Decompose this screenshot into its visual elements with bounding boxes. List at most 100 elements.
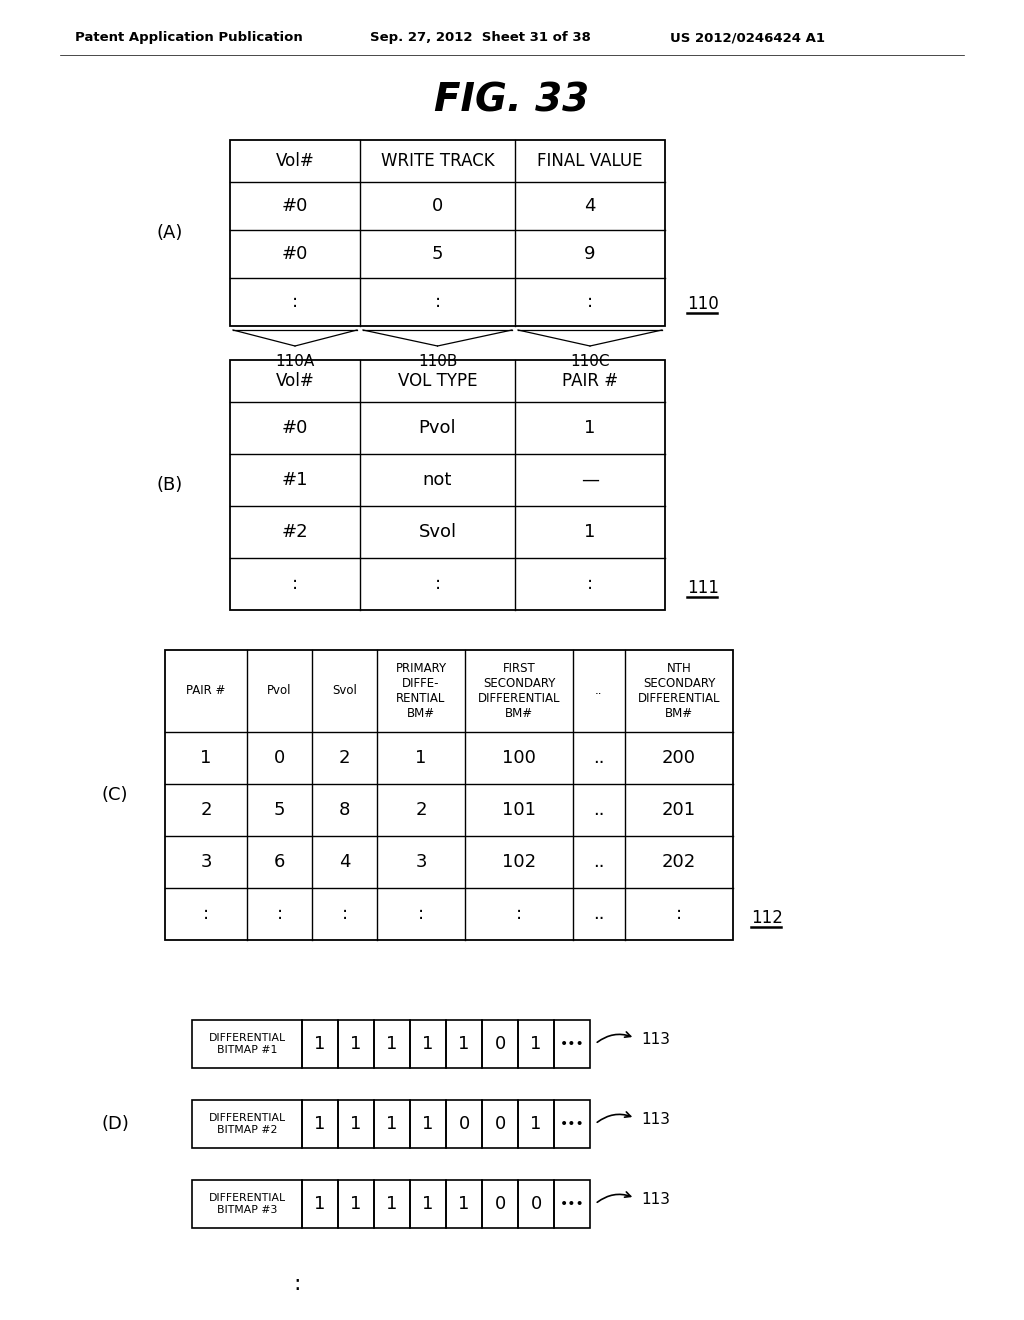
Text: Svol: Svol bbox=[332, 685, 357, 697]
Text: 2: 2 bbox=[416, 801, 427, 818]
Text: :: : bbox=[292, 293, 298, 312]
Bar bbox=[482, 1020, 518, 1068]
Text: (D): (D) bbox=[101, 1115, 129, 1133]
Text: 110A: 110A bbox=[275, 355, 314, 370]
Text: 110B: 110B bbox=[418, 355, 457, 370]
Text: FIRST
SECONDARY
DIFFERENTIAL
BM#: FIRST SECONDARY DIFFERENTIAL BM# bbox=[478, 663, 560, 719]
Text: Pvol: Pvol bbox=[267, 685, 292, 697]
Text: Vol#: Vol# bbox=[275, 372, 314, 389]
Text: 1: 1 bbox=[416, 748, 427, 767]
Text: 0: 0 bbox=[495, 1035, 506, 1053]
Text: PAIR #: PAIR # bbox=[186, 685, 225, 697]
Text: #0: #0 bbox=[282, 418, 308, 437]
Text: #0: #0 bbox=[282, 197, 308, 215]
Text: 1: 1 bbox=[422, 1115, 434, 1133]
Text: 1: 1 bbox=[386, 1035, 397, 1053]
Text: not: not bbox=[423, 471, 453, 488]
Bar bbox=[302, 1100, 338, 1148]
Text: 9: 9 bbox=[585, 246, 596, 263]
Text: 0: 0 bbox=[495, 1115, 506, 1133]
Bar bbox=[193, 1100, 302, 1148]
Text: 1: 1 bbox=[585, 418, 596, 437]
Bar bbox=[482, 1180, 518, 1228]
Text: 1: 1 bbox=[350, 1035, 361, 1053]
Text: :: : bbox=[516, 906, 522, 923]
Text: 0: 0 bbox=[530, 1195, 542, 1213]
Text: 3: 3 bbox=[416, 853, 427, 871]
Text: ..: .. bbox=[593, 853, 605, 871]
Text: 102: 102 bbox=[502, 853, 536, 871]
Text: FIG. 33: FIG. 33 bbox=[434, 81, 590, 119]
Text: :: : bbox=[434, 576, 440, 593]
Text: Patent Application Publication: Patent Application Publication bbox=[75, 32, 303, 45]
Text: US 2012/0246424 A1: US 2012/0246424 A1 bbox=[670, 32, 825, 45]
Text: 201: 201 bbox=[662, 801, 696, 818]
Bar bbox=[374, 1020, 410, 1068]
Text: FINAL VALUE: FINAL VALUE bbox=[538, 152, 643, 170]
Text: :: : bbox=[676, 906, 682, 923]
Bar bbox=[482, 1100, 518, 1148]
Bar bbox=[554, 1100, 590, 1148]
Bar bbox=[193, 1180, 302, 1228]
Text: 1: 1 bbox=[422, 1195, 434, 1213]
Text: •••: ••• bbox=[560, 1117, 585, 1131]
Text: #1: #1 bbox=[282, 471, 308, 488]
Bar bbox=[374, 1100, 410, 1148]
Bar bbox=[446, 1180, 482, 1228]
Text: :: : bbox=[292, 576, 298, 593]
Bar bbox=[410, 1100, 446, 1148]
Text: 5: 5 bbox=[432, 246, 443, 263]
Text: 113: 113 bbox=[641, 1192, 670, 1208]
Text: PAIR #: PAIR # bbox=[562, 372, 618, 389]
Text: 1: 1 bbox=[201, 748, 212, 767]
Text: 113: 113 bbox=[641, 1032, 670, 1048]
Text: 100: 100 bbox=[502, 748, 536, 767]
Bar bbox=[410, 1180, 446, 1228]
Text: (A): (A) bbox=[157, 224, 183, 242]
Text: VOL TYPE: VOL TYPE bbox=[397, 372, 477, 389]
Text: 1: 1 bbox=[350, 1115, 361, 1133]
Text: :: : bbox=[293, 1274, 301, 1294]
Text: (C): (C) bbox=[101, 785, 128, 804]
Bar bbox=[518, 1180, 554, 1228]
Bar bbox=[338, 1020, 374, 1068]
Bar bbox=[302, 1020, 338, 1068]
Text: 1: 1 bbox=[530, 1035, 542, 1053]
Text: 200: 200 bbox=[662, 748, 696, 767]
Text: 1: 1 bbox=[585, 523, 596, 541]
Text: #2: #2 bbox=[282, 523, 308, 541]
Text: 113: 113 bbox=[641, 1113, 670, 1127]
Text: :: : bbox=[203, 906, 209, 923]
Text: DIFFERENTIAL
BITMAP #1: DIFFERENTIAL BITMAP #1 bbox=[209, 1034, 286, 1055]
Text: 2: 2 bbox=[201, 801, 212, 818]
Text: —: — bbox=[581, 471, 599, 488]
Text: 1: 1 bbox=[422, 1035, 434, 1053]
Text: Sep. 27, 2012  Sheet 31 of 38: Sep. 27, 2012 Sheet 31 of 38 bbox=[370, 32, 591, 45]
Bar bbox=[446, 1100, 482, 1148]
Text: 4: 4 bbox=[585, 197, 596, 215]
Text: 0: 0 bbox=[459, 1115, 470, 1133]
Text: :: : bbox=[418, 906, 424, 923]
Bar bbox=[193, 1020, 302, 1068]
Bar bbox=[410, 1020, 446, 1068]
Text: 1: 1 bbox=[350, 1195, 361, 1213]
Bar bbox=[554, 1020, 590, 1068]
Text: 1: 1 bbox=[314, 1115, 326, 1133]
Text: 2: 2 bbox=[339, 748, 350, 767]
Text: 101: 101 bbox=[502, 801, 536, 818]
Text: 0: 0 bbox=[273, 748, 285, 767]
Bar bbox=[230, 360, 665, 610]
Text: Pvol: Pvol bbox=[419, 418, 457, 437]
Text: 1: 1 bbox=[459, 1195, 470, 1213]
Text: 1: 1 bbox=[314, 1035, 326, 1053]
Text: :: : bbox=[341, 906, 347, 923]
Text: :: : bbox=[434, 293, 440, 312]
Text: :: : bbox=[587, 576, 593, 593]
Text: Vol#: Vol# bbox=[275, 152, 314, 170]
Text: 110: 110 bbox=[687, 294, 719, 313]
Bar bbox=[338, 1100, 374, 1148]
Text: WRITE TRACK: WRITE TRACK bbox=[381, 152, 495, 170]
Text: #0: #0 bbox=[282, 246, 308, 263]
Text: 1: 1 bbox=[386, 1115, 397, 1133]
Text: :: : bbox=[276, 906, 283, 923]
